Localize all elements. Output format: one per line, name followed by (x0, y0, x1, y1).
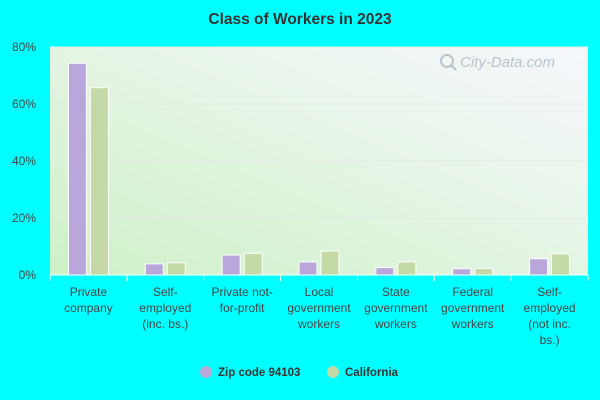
bar-california-2 (243, 252, 263, 276)
grid-lines (50, 46, 588, 219)
watermark-text: City-Data.com (460, 54, 555, 71)
category-label-line: government (364, 301, 428, 315)
watermark: City-Data.com (440, 54, 555, 71)
bar-california-4 (397, 261, 417, 276)
category-label-line: workers (374, 317, 417, 331)
category-label-line: (inc. bs.) (142, 317, 188, 331)
category-label: Private not-for-profit (211, 285, 272, 315)
category-label: Local government workers (287, 285, 351, 331)
legend-swatch (327, 366, 339, 378)
category-label-line: Local (305, 285, 334, 299)
bar-california-0 (89, 87, 109, 276)
category-label-line: employed (524, 301, 576, 315)
chart-title: Class of Workers in 2023 (208, 11, 392, 28)
legend: Zip code 94103 California (200, 366, 399, 379)
category-label-line: bs.) (540, 333, 560, 347)
category-labels: Private company Self-employed (inc. bs.) Pri… (64, 285, 576, 347)
bar-zip-3 (298, 261, 318, 276)
category-label: State government workers (364, 285, 428, 331)
y-tick-label: 80% (12, 40, 36, 54)
y-tick-label: 60% (12, 97, 36, 111)
category-label-line: Self- (153, 285, 178, 299)
category-label-line: Private (70, 285, 108, 299)
category-label-line: workers (297, 317, 340, 331)
category-label-line: State (382, 285, 410, 299)
category-label-line: company (64, 301, 113, 315)
category-label-line: workers (451, 317, 494, 331)
bars (67, 62, 571, 276)
bar-zip-5 (452, 268, 472, 276)
y-tick-label: 20% (12, 211, 36, 225)
y-tick-label: 40% (12, 154, 36, 168)
category-label-line: employed (139, 301, 191, 315)
y-tick-label: 0% (19, 268, 37, 282)
category-label-line: government (287, 301, 351, 315)
bar-zip-0 (67, 62, 87, 276)
bar-zip-6 (529, 258, 549, 276)
category-label-line: Self- (537, 285, 562, 299)
category-label: Federal government workers (441, 285, 505, 331)
category-label-line: (not inc. (528, 317, 571, 331)
x-axis (49, 274, 589, 281)
legend-swatch (200, 366, 212, 378)
bar-zip-2 (221, 254, 241, 276)
bar-zip-1 (144, 263, 164, 276)
category-label: Private company (64, 285, 113, 315)
category-label: Self-employed (inc. bs.) (139, 285, 191, 331)
category-label-line: Federal (452, 285, 493, 299)
bar-zip-4 (375, 267, 395, 276)
bar-california-3 (320, 250, 340, 276)
bar-california-1 (166, 262, 186, 276)
magnifier-icon (440, 54, 457, 71)
legend-label: Zip code 94103 (218, 367, 300, 379)
category-label-line: government (441, 301, 505, 315)
bar-california-6 (551, 253, 571, 276)
category-label: Self-employed (not inc. bs.) (524, 285, 576, 347)
category-label-line: Private not- (211, 285, 272, 299)
y-axis-tick-labels: 0% 20% 40% 60% 80% (12, 40, 36, 282)
bar-california-5 (474, 267, 494, 276)
legend-label: California (345, 367, 399, 379)
category-label-line: for-profit (220, 301, 265, 315)
